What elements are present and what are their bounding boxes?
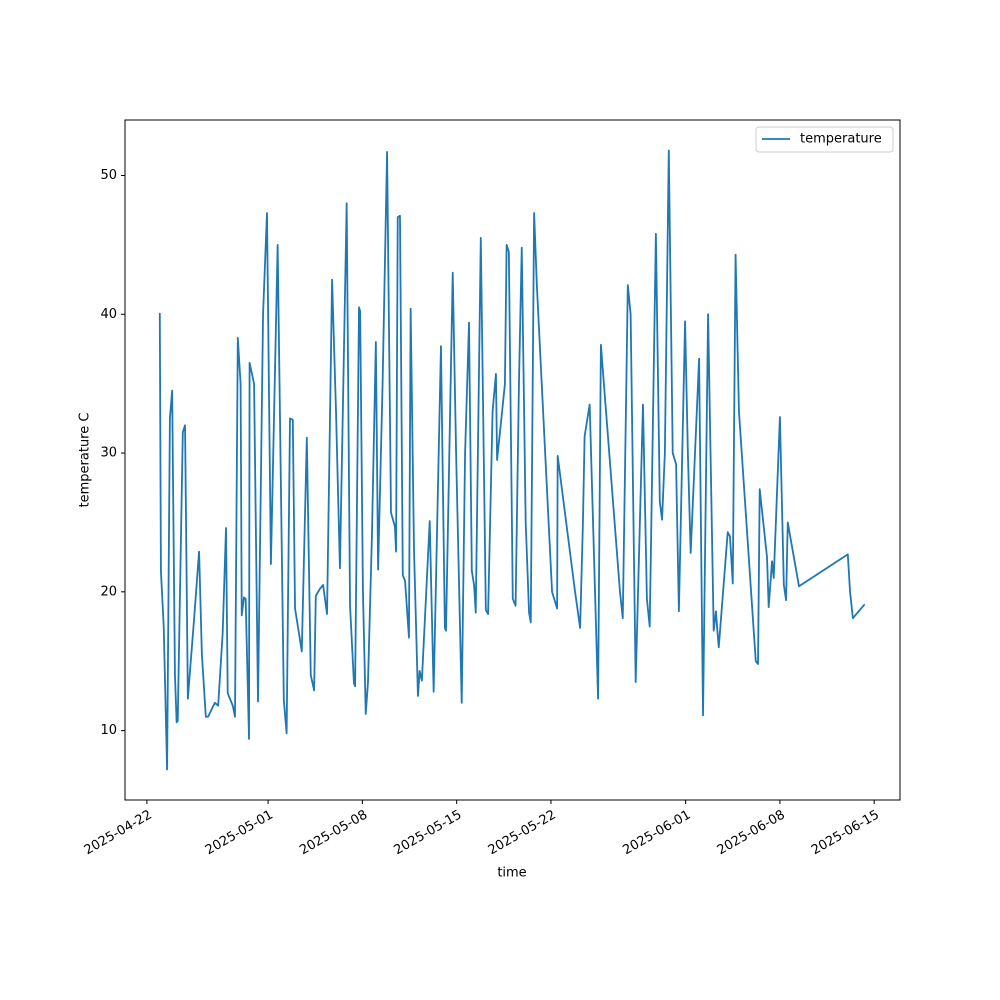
x-tick-label: 2025-06-15	[809, 808, 882, 859]
x-tick-label: 2025-05-01	[203, 808, 276, 859]
legend-label: temperature	[800, 132, 882, 147]
x-axis-label: time	[497, 866, 526, 881]
plot-frame	[124, 119, 901, 801]
x-tick-label: 2025-06-08	[715, 808, 788, 859]
x-tick-label: 2025-06-01	[620, 808, 693, 859]
x-tick-label: 2025-05-15	[391, 808, 464, 859]
y-axis-label: temperature C	[78, 413, 93, 508]
y-tick-label: 20	[100, 584, 117, 599]
series-line	[158, 149, 866, 771]
y-tick-label: 40	[100, 307, 117, 322]
y-tick-label: 10	[100, 723, 117, 738]
x-tick-label: 2025-05-08	[297, 808, 370, 859]
legend-box	[755, 126, 894, 153]
x-tick-label: 2025-04-22	[82, 808, 155, 859]
y-tick-label: 50	[100, 168, 117, 183]
y-tick-label: 30	[100, 446, 117, 461]
x-tick-label: 2025-05-22	[486, 808, 559, 859]
